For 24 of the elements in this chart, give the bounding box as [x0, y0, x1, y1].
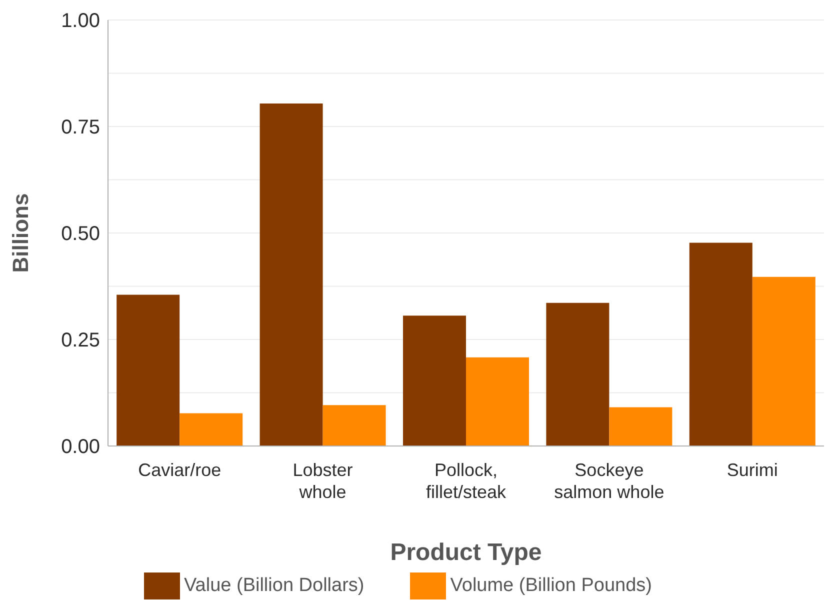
bar: [546, 302, 610, 446]
bar: [402, 316, 466, 446]
bar: [609, 407, 672, 446]
x-tick-label: Pollock, fillet/steak: [426, 460, 508, 502]
legend-label: Volume (Billion Pounds): [450, 575, 652, 596]
legend-label: Value (Billion Dollars): [184, 575, 364, 596]
y-axis-title: Billions: [8, 193, 33, 273]
y-tick-label: 0.25: [61, 330, 100, 352]
bar: [116, 294, 180, 446]
bar: [689, 242, 752, 446]
x-tick-label: Lobster whole: [292, 460, 353, 502]
x-tick-label: Sockeye salmon whole: [554, 460, 664, 502]
y-tick-label: 0.75: [61, 116, 100, 139]
x-tick-label: Caviar/roe: [138, 460, 222, 480]
x-tick-label: Surimi: [726, 460, 778, 480]
y-tick-label: 0.00: [61, 436, 100, 458]
bar: [466, 357, 529, 446]
bar: [260, 103, 323, 446]
x-axis-title: Product Type: [390, 539, 542, 566]
bar: [322, 405, 386, 446]
bar: [752, 276, 816, 446]
bar: [180, 413, 243, 446]
y-tick-label: 0.50: [61, 223, 100, 246]
y-tick-label: 1.00: [61, 10, 100, 32]
